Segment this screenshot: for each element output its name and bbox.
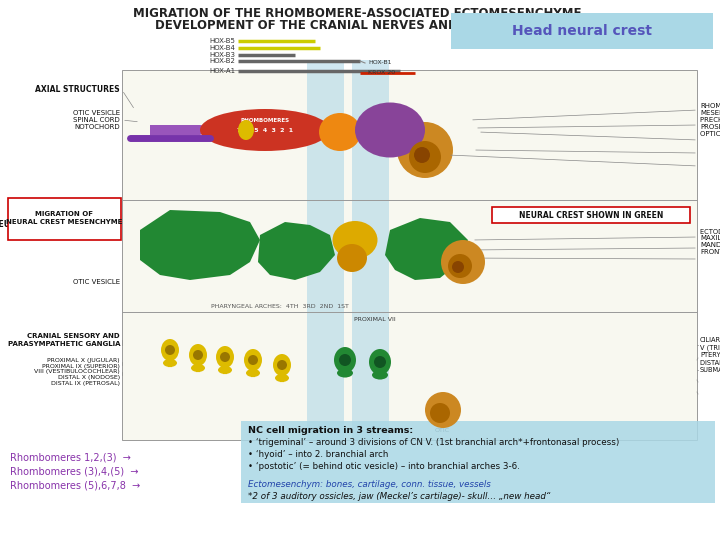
Text: NC cell migration in 3 streams:: NC cell migration in 3 streams:: [248, 426, 413, 435]
Text: • ‘hyoid’ – into 2. branchial arch: • ‘hyoid’ – into 2. branchial arch: [248, 450, 388, 459]
Bar: [122, 70, 697, 440]
Circle shape: [441, 240, 485, 284]
Text: • ‘trigeminal’ – around 3 divisions of CN V. (1st branchial arch*+frontonasal pr: • ‘trigeminal’ – around 3 divisions of C…: [248, 438, 619, 447]
Text: HOX-B1: HOX-B1: [368, 60, 392, 65]
Bar: [307, 60, 344, 440]
Circle shape: [339, 354, 351, 366]
Text: ECTODERMAL PLACODES IN GREY: ECTODERMAL PLACODES IN GREY: [700, 229, 720, 235]
Circle shape: [277, 360, 287, 370]
Ellipse shape: [218, 366, 232, 374]
Ellipse shape: [163, 359, 177, 367]
Text: MIGRATION OF
NEURAL CREST MESENCHYME: MIGRATION OF NEURAL CREST MESENCHYME: [6, 212, 122, 225]
Bar: [492, 207, 690, 223]
Text: AXIAL STRUCTURES: AXIAL STRUCTURES: [35, 85, 120, 94]
Polygon shape: [258, 222, 335, 280]
Text: OTIC VESICLE
SPINAL CORD
NOTOCHORD: OTIC VESICLE SPINAL CORD NOTOCHORD: [73, 110, 120, 130]
Text: 7  6  5  4  3  2  1: 7 6 5 4 3 2 1: [237, 129, 293, 133]
Text: CILIARY
V (TRIGEMINAL)
PTERYGOPALATINE
DISTAL VII (GENICULATE)
SUBMANDIBULAR: CILIARY V (TRIGEMINAL) PTERYGOPALATINE D…: [700, 338, 720, 373]
FancyBboxPatch shape: [241, 421, 715, 503]
Text: PROXIMAL X (JUGULAR)
PROXIMAL IX (SUPERIOR)
VIII (VESTIBULOCOCHLEAR)
DISTAL X (N: PROXIMAL X (JUGULAR) PROXIMAL IX (SUPERI…: [35, 358, 120, 386]
Text: MAXILLARY
MANDIBULAR
FRONTONASAL: MAXILLARY MANDIBULAR FRONTONASAL: [700, 235, 720, 255]
Ellipse shape: [372, 370, 388, 380]
Text: HOX-B4: HOX-B4: [209, 45, 235, 51]
Ellipse shape: [216, 346, 234, 368]
Ellipse shape: [200, 109, 330, 151]
Circle shape: [409, 141, 441, 173]
Ellipse shape: [334, 347, 356, 373]
Text: Rhombomeres (5),6,7,8  →: Rhombomeres (5),6,7,8 →: [10, 481, 140, 491]
Polygon shape: [140, 210, 260, 280]
Text: RHOMBOMERES: RHOMBOMERES: [240, 118, 289, 123]
Text: Rhombomeres 1,2,(3)  →: Rhombomeres 1,2,(3) →: [10, 453, 131, 463]
Text: MIGRATION OF
NEURAL CREST MESENCHYME: MIGRATION OF NEURAL CREST MESENCHYME: [0, 210, 120, 230]
Text: Head neural crest: Head neural crest: [512, 24, 652, 38]
Circle shape: [448, 254, 472, 278]
Ellipse shape: [337, 244, 367, 272]
Polygon shape: [150, 125, 220, 135]
Ellipse shape: [246, 369, 260, 377]
Ellipse shape: [244, 349, 262, 371]
Ellipse shape: [319, 113, 361, 151]
Circle shape: [248, 355, 258, 365]
Ellipse shape: [191, 364, 205, 372]
Text: CRANIAL SENSORY AND
PARASYMPATHETIC GANGLIA: CRANIAL SENSORY AND PARASYMPATHETIC GANG…: [7, 334, 120, 347]
Text: Rhombomeres (3),4,(5)  →: Rhombomeres (3),4,(5) →: [10, 467, 138, 477]
Text: RHOMBENCEPHALON
MESENCEPHALON
PRECHORDAL MESENCHYME
PROSENCEPHALON
OPTIC CUP: RHOMBENCEPHALON MESENCEPHALON PRECHORDAL…: [700, 103, 720, 137]
FancyBboxPatch shape: [451, 13, 713, 49]
Ellipse shape: [355, 103, 425, 158]
Bar: [352, 60, 389, 440]
Circle shape: [452, 261, 464, 273]
Bar: [8, 198, 121, 240]
Text: *2 of 3 auditory ossicles, jaw (Meckel’s cartilage)- skull… „new head“: *2 of 3 auditory ossicles, jaw (Meckel’s…: [248, 492, 550, 501]
Text: HOX-B5: HOX-B5: [209, 38, 235, 44]
Text: NEURAL CREST SHOWN IN GREEN: NEURAL CREST SHOWN IN GREEN: [519, 211, 663, 219]
Circle shape: [425, 392, 461, 428]
Polygon shape: [385, 218, 468, 280]
Text: MIGRATION OF THE RHOMBOMERE-ASSOCIATED ECTOMESENCHYME,: MIGRATION OF THE RHOMBOMERE-ASSOCIATED E…: [133, 7, 587, 20]
Circle shape: [374, 356, 386, 368]
Text: HOX-A1: HOX-A1: [209, 68, 235, 74]
Ellipse shape: [275, 374, 289, 382]
Text: HOX-B3: HOX-B3: [209, 52, 235, 58]
Circle shape: [414, 147, 430, 163]
Ellipse shape: [369, 349, 391, 375]
Ellipse shape: [273, 354, 291, 376]
Ellipse shape: [333, 221, 377, 259]
Circle shape: [193, 350, 203, 360]
Text: Ectomesenchym: bones, cartilage, conn. tissue, vessels: Ectomesenchym: bones, cartilage, conn. t…: [248, 480, 491, 489]
Ellipse shape: [238, 120, 254, 140]
Circle shape: [220, 352, 230, 362]
Text: PROXIMAL VII: PROXIMAL VII: [354, 317, 396, 322]
Text: PHARYNGEAL ARCHES:  4TH  3RD  2ND  1ST: PHARYNGEAL ARCHES: 4TH 3RD 2ND 1ST: [211, 304, 349, 309]
Text: DEVELOPMENT OF THE CRANIAL NERVES AND THEIR GANGLIA: DEVELOPMENT OF THE CRANIAL NERVES AND TH…: [155, 19, 565, 32]
Text: HOX-B2: HOX-B2: [209, 58, 235, 64]
Text: KROX 20: KROX 20: [368, 71, 395, 76]
Circle shape: [165, 345, 175, 355]
Circle shape: [397, 122, 453, 178]
Ellipse shape: [161, 339, 179, 361]
Text: OTIC: OTIC: [434, 428, 449, 433]
Ellipse shape: [337, 368, 353, 377]
Text: • ‘postotic’ (= behind otic vesicle) – into branchial arches 3-6.: • ‘postotic’ (= behind otic vesicle) – i…: [248, 462, 520, 471]
Ellipse shape: [189, 344, 207, 366]
Text: OTIC VESICLE: OTIC VESICLE: [73, 279, 120, 285]
Circle shape: [430, 403, 450, 423]
